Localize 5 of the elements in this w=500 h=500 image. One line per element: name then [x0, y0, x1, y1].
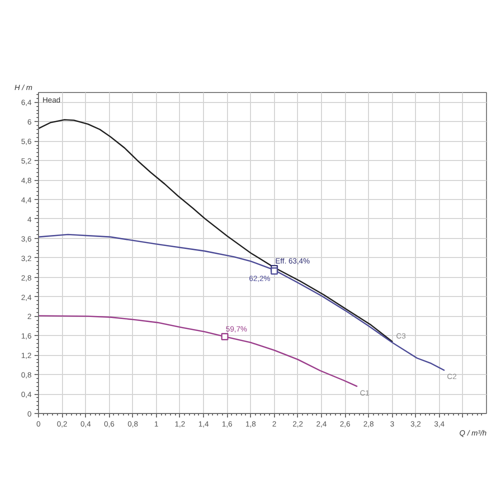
line-series	[38, 119, 393, 342]
line-series	[38, 315, 358, 387]
line-series	[38, 234, 445, 371]
point	[270, 267, 278, 275]
point	[221, 333, 228, 340]
